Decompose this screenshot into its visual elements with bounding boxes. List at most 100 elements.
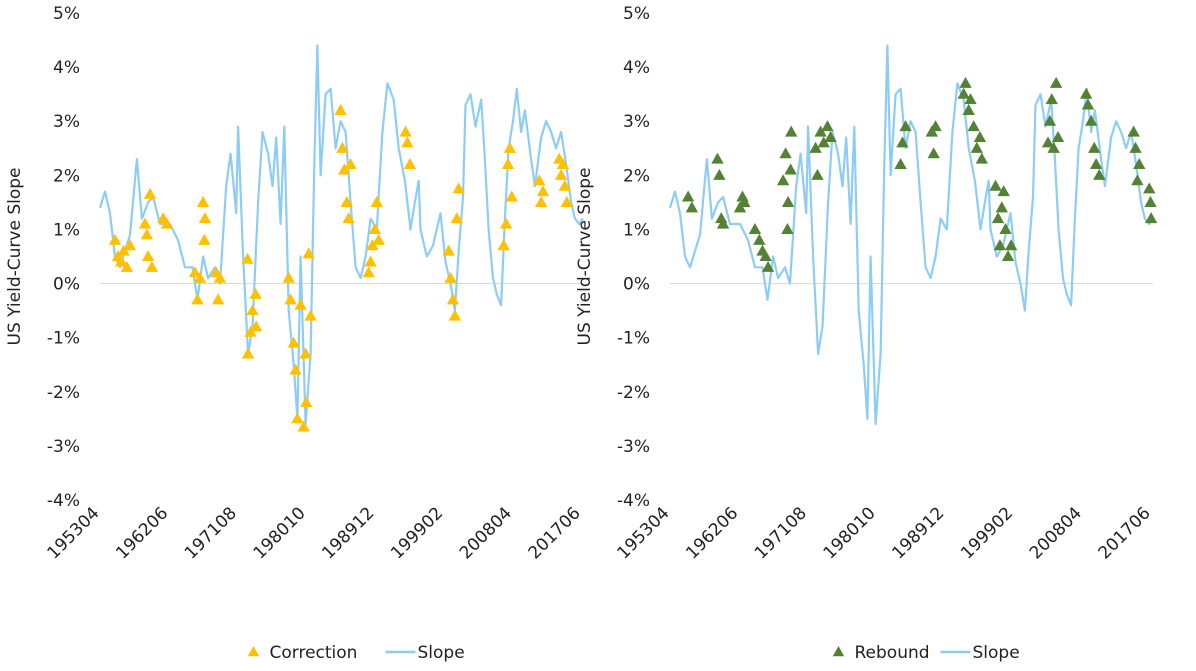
triangle-marker [246, 304, 259, 316]
chart-panel: -4% -3% -2% -1% 0% 1% 2% 3% 4% 5% 195304 196206 1971… [5, 4, 585, 663]
y-tick-label: -3% [617, 437, 650, 457]
triangle-marker [533, 174, 546, 186]
y-tick-label: -2% [617, 383, 650, 403]
y-tick-label: 5% [53, 4, 80, 24]
triangle-marker [145, 260, 159, 272]
slope-line [98, 44, 584, 426]
triangle-marker [452, 182, 465, 194]
triangle-marker [761, 260, 775, 272]
x-tick-label: 198010 [250, 503, 310, 563]
triangle-marker [1079, 87, 1093, 99]
triangle-marker [753, 233, 766, 245]
triangle-marker [975, 152, 988, 164]
triangle-marker [338, 163, 351, 175]
y-tick-label: -1% [47, 329, 80, 349]
triangle-marker [738, 195, 751, 207]
triangle-marker [811, 168, 824, 180]
triangle-marker [1051, 130, 1065, 143]
y-tick-label: 1% [623, 220, 650, 240]
triangle-marker [143, 187, 157, 199]
triangle-marker [781, 222, 794, 234]
triangle-marker [399, 125, 412, 137]
triangle-marker [140, 228, 154, 240]
x-tick-label: 196206 [682, 503, 742, 563]
triangle-marker [558, 179, 572, 191]
triangle-marker [685, 201, 699, 213]
triangle-marker [784, 163, 797, 175]
triangle-marker [370, 195, 383, 207]
triangle-marker [995, 201, 1008, 213]
triangle-marker [748, 222, 762, 234]
y-tick-label: 3% [53, 112, 80, 132]
triangle-marker [779, 147, 792, 159]
triangle-marker [713, 168, 726, 180]
triangle-marker [814, 125, 827, 137]
triangle-marker [1045, 93, 1058, 105]
triangle-marker [759, 250, 772, 262]
triangle-marker [297, 420, 310, 432]
x-tick-label: 200804 [456, 503, 516, 563]
triangle-marker [123, 239, 137, 251]
triangle-marker [1041, 136, 1055, 148]
triangle-marker [289, 363, 302, 375]
triangle-marker [442, 244, 455, 256]
legend-label: Rebound [855, 643, 930, 663]
triangle-marker [711, 152, 724, 164]
x-tick-label: 197108 [181, 503, 241, 563]
triangle-marker [821, 120, 834, 132]
triangle-marker [368, 222, 382, 234]
triangle-marker [1089, 158, 1103, 170]
triangle-marker [1088, 141, 1101, 153]
legend-marker [247, 646, 260, 657]
triangle-marker [282, 271, 295, 283]
triangle-marker [1084, 114, 1098, 126]
triangle-marker [497, 239, 510, 251]
y-tick-label: 2% [53, 166, 80, 186]
triangle-marker [896, 136, 909, 148]
triangle-marker [334, 103, 347, 115]
triangle-marker [344, 158, 357, 170]
triangle-marker [450, 212, 463, 224]
legend-label: Slope [418, 643, 465, 663]
y-tick-label: 2% [623, 166, 650, 186]
triangle-marker [499, 217, 513, 229]
triangle-marker [973, 130, 987, 143]
triangle-marker [1127, 125, 1140, 137]
triangle-marker [141, 250, 155, 262]
triangle-marker [213, 271, 227, 283]
x-tick-label: 201706 [1095, 503, 1155, 563]
triangle-marker [970, 141, 983, 153]
triangle-marker [1129, 141, 1142, 153]
x-tick-label: 198912 [888, 503, 948, 563]
triangle-marker [115, 255, 128, 267]
triangle-marker [501, 158, 515, 170]
triangle-marker [716, 217, 730, 229]
x-tick-label: 198010 [820, 503, 880, 563]
triangle-marker [1144, 212, 1158, 224]
triangle-marker [364, 255, 377, 267]
triangle-marker [448, 309, 462, 321]
triangle-marker [1143, 182, 1156, 194]
triangle-marker [894, 158, 907, 170]
triangle-marker [342, 212, 355, 224]
x-tick-label: 195304 [43, 503, 103, 563]
triangle-marker [138, 217, 152, 229]
triangle-marker [300, 396, 313, 408]
y-axis-title: US Yield-Curve Slope [575, 168, 595, 346]
y-tick-label: 4% [53, 58, 80, 78]
y-tick-label: 4% [623, 58, 650, 78]
triangle-marker [117, 244, 130, 256]
y-tick-label: 0% [53, 275, 80, 295]
chart-panel: -4% -3% -2% -1% 0% 1% 2% 3% 4% 5% 195304 196206 1971… [575, 4, 1158, 663]
legend-label: Correction [270, 643, 358, 663]
x-tick-label: 197108 [751, 503, 811, 563]
triangle-marker [993, 239, 1007, 251]
triangle-marker [403, 158, 417, 170]
y-tick-label: -4% [617, 491, 650, 511]
triangle-marker [188, 266, 202, 278]
triangle-marker [198, 212, 212, 224]
triangle-marker [1047, 141, 1060, 153]
triangle-marker [366, 239, 379, 251]
triangle-marker [781, 195, 795, 207]
